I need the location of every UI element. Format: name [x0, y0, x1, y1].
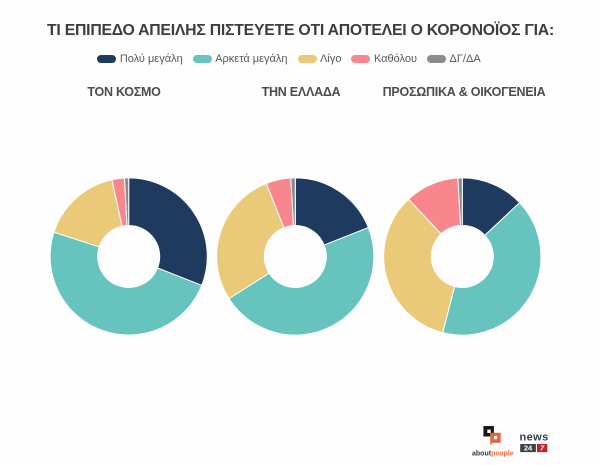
svg-text:aboutpeople: aboutpeople: [472, 451, 514, 458]
svg-text:24: 24: [524, 444, 533, 453]
svg-text:news: news: [520, 432, 549, 444]
svg-text:7: 7: [540, 444, 545, 453]
